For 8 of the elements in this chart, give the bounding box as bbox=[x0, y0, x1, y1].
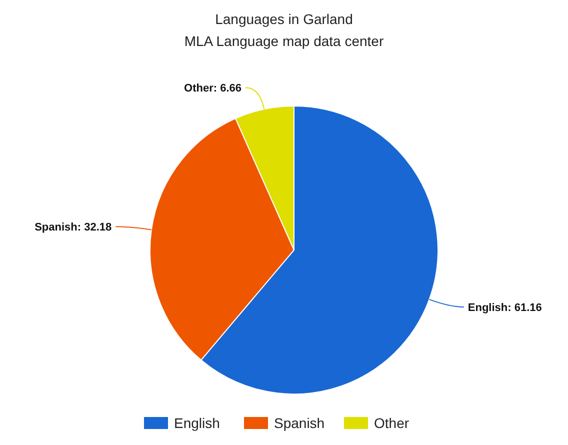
data-label: Other: 6.66 bbox=[184, 82, 242, 95]
legend-label: Other bbox=[374, 415, 410, 431]
legend-label: Spanish bbox=[274, 415, 325, 431]
chart-title: Languages in Garland bbox=[215, 11, 353, 27]
chart-subtitle: MLA Language map data center bbox=[184, 33, 384, 49]
legend-label: English bbox=[174, 415, 220, 431]
data-label: Spanish: 32.18 bbox=[34, 222, 112, 234]
data-label: English: 61.16 bbox=[468, 302, 542, 314]
